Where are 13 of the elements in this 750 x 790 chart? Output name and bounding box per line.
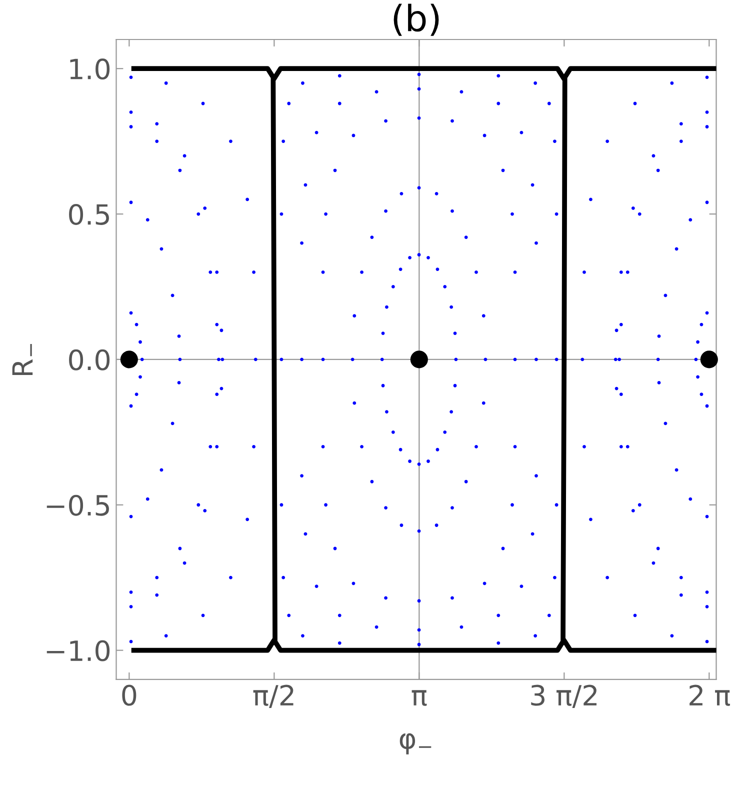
y-tick-label: 0.0 (69, 349, 110, 370)
y-tick-label: 1.0 (70, 58, 110, 80)
y-tick-label: −0.5 (46, 494, 109, 516)
x-tick-label: π (412, 690, 427, 706)
x-axis-title: φ$_{−}$ (400, 733, 432, 754)
x-tick-label: 2 π (690, 684, 730, 706)
y-axis-title: R$_{−}$ (12, 344, 33, 376)
y-tick-label: −1.0 (46, 640, 110, 662)
y-tick-label: 0.5 (69, 204, 109, 225)
x-tick-label: π/2 (253, 684, 294, 708)
x-tick-label: 3 π/2 (531, 684, 597, 708)
chart-title: (b) (394, 4, 439, 36)
x-tick-label: 0 (122, 684, 136, 706)
